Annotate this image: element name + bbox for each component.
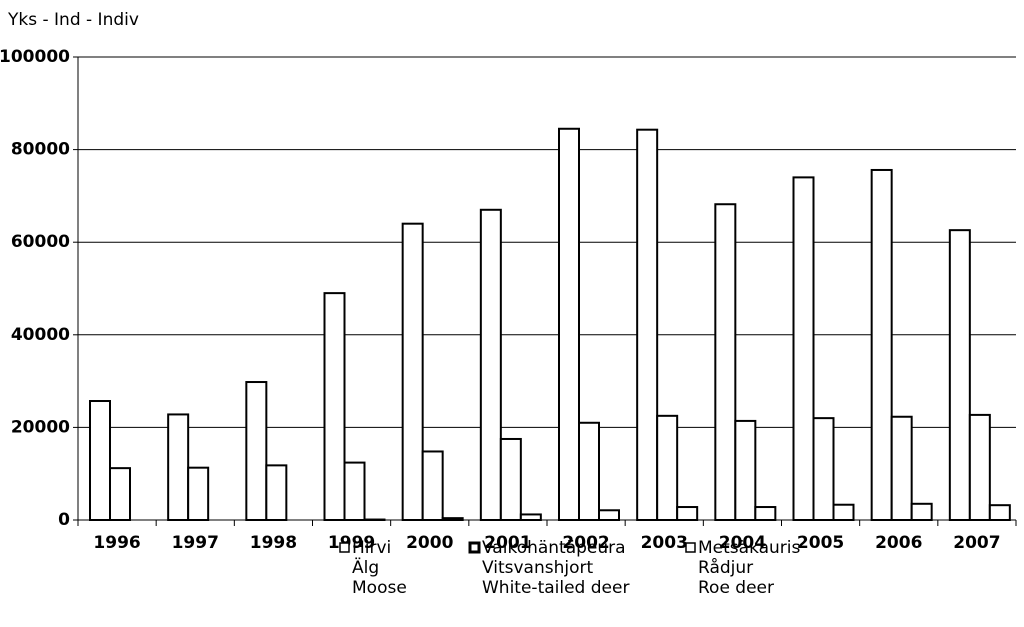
legend-label: Valkohäntäpeura: [482, 538, 626, 558]
bar: [187, 466, 210, 521]
y-tick-label: 40000: [11, 325, 70, 345]
x-tick-label: 2003: [641, 533, 688, 553]
legend-label: White-tailed deer: [482, 578, 629, 598]
y-tick-label: 60000: [11, 232, 70, 252]
bar: [167, 413, 190, 522]
legend-marker: [685, 542, 696, 553]
bar: [754, 506, 777, 522]
bar: [870, 168, 893, 522]
x-tick-label: 1997: [172, 533, 219, 553]
bar: [441, 517, 464, 522]
y-tick-label: 100000: [0, 47, 70, 67]
bar: [792, 176, 815, 521]
bar: [323, 292, 346, 521]
bar: [598, 509, 620, 522]
bar: [265, 464, 288, 521]
bar: [89, 400, 111, 521]
x-tick-label: 2002: [562, 533, 609, 553]
bar: [245, 381, 268, 521]
bar: [479, 208, 502, 521]
x-tick-label: 2006: [875, 533, 922, 553]
legend-label: Moose: [352, 578, 407, 598]
bar: [910, 502, 933, 522]
bar: [401, 222, 424, 521]
legend-label: Hirvi: [352, 538, 391, 558]
bar: [676, 506, 699, 522]
bar: [832, 503, 855, 522]
legend-marker: [339, 542, 350, 553]
bar: [812, 417, 835, 522]
bar: [343, 461, 366, 522]
bar: [109, 467, 131, 522]
y-tick-label: 80000: [11, 140, 70, 160]
x-tick-label: 2007: [953, 533, 1000, 553]
x-tick-label: 2001: [484, 533, 531, 553]
bar: [636, 128, 659, 521]
x-tick-label: 2004: [719, 533, 766, 553]
legend-label: Rådjur: [698, 557, 753, 578]
legend-label: Älg: [352, 557, 379, 578]
bar: [734, 419, 757, 521]
legend-label: Metsäkauris: [698, 538, 801, 558]
bar: [578, 421, 600, 521]
x-tick-label: 2000: [406, 533, 453, 553]
bar: [948, 229, 971, 522]
y-tick-label: 0: [58, 510, 70, 530]
x-tick-label: 1996: [93, 533, 140, 553]
bar: [499, 437, 522, 522]
legend-marker: [468, 541, 481, 554]
bar: [714, 203, 737, 521]
bar: [968, 413, 991, 521]
legend-label: Vitsvanshjort: [482, 558, 593, 578]
x-tick-label: 2005: [797, 533, 844, 553]
legend-label: Roe deer: [698, 578, 774, 598]
x-tick-label: 1998: [250, 533, 297, 553]
bar: [988, 504, 1011, 521]
bar: [519, 513, 542, 521]
bar: [558, 127, 580, 521]
bar: [656, 414, 679, 522]
y-tick-label: 20000: [11, 417, 70, 437]
bar: [421, 450, 444, 522]
axis-label: Yks - Ind - Indiv: [7, 10, 139, 30]
bar: [890, 415, 913, 522]
